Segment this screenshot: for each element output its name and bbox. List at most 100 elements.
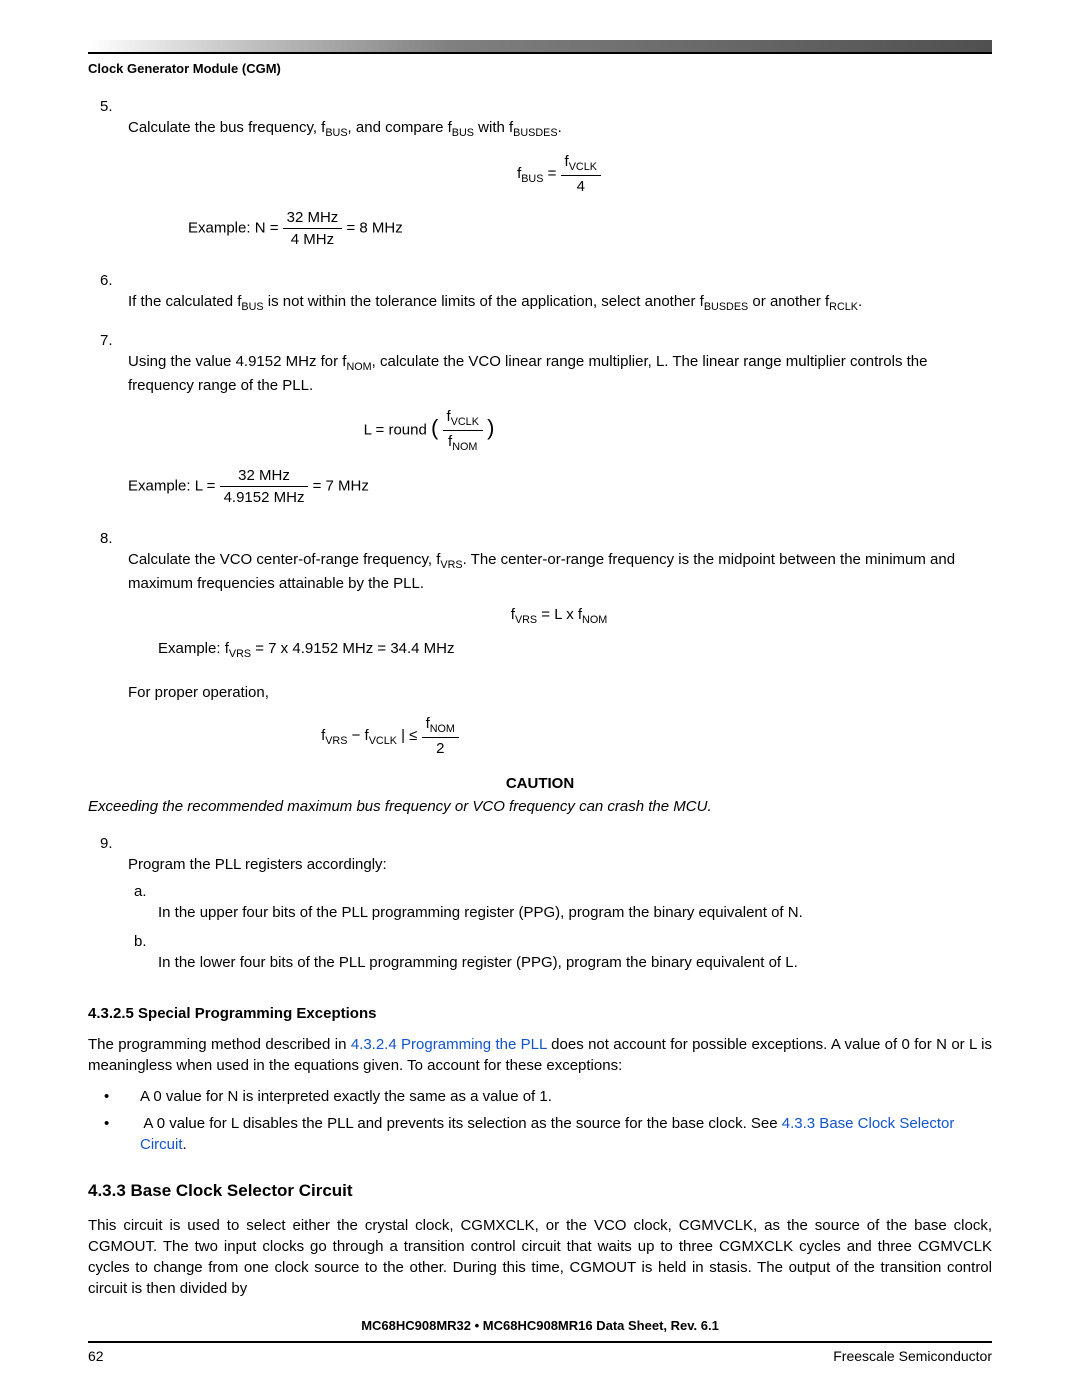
fraction: fVCLK fNOM <box>443 406 483 455</box>
bullets-4325: A 0 value for N is interpreted exactly t… <box>88 1086 992 1155</box>
t: is not within the tolerance limits of th… <box>264 293 704 310</box>
step-number: 6. <box>100 270 128 291</box>
sub-b: b. In the lower four bits of the PLL pro… <box>158 931 990 973</box>
sub: BUS <box>325 127 347 139</box>
numbered-steps-cont: 9. Program the PLL registers accordingly… <box>88 833 992 981</box>
t: L = round <box>364 421 427 438</box>
step-9: 9. Program the PLL registers accordingly… <box>128 833 992 981</box>
t: = L x f <box>537 606 582 623</box>
step-8: 8. Calculate the VCO center-of-range fre… <box>128 528 992 668</box>
sub-num: b. <box>134 931 158 952</box>
t: Calculate the VCO center-of-range freque… <box>128 551 440 568</box>
t: = 7 MHz <box>313 477 369 494</box>
t: = 7 x 4.9152 MHz = 34.4 MHz <box>251 640 454 657</box>
step-body: Program the PLL registers accordingly: a… <box>128 854 990 981</box>
page-section-header: Clock Generator Module (CGM) <box>88 60 992 78</box>
t: − f <box>347 727 368 744</box>
sub: VCLK <box>451 416 479 428</box>
sub-num: a. <box>134 881 158 902</box>
step-number: 9. <box>100 833 128 854</box>
step-body: If the calculated fBUS is not within the… <box>128 291 990 315</box>
sub: BUSDES <box>513 127 557 139</box>
t: Example: N = <box>188 220 283 237</box>
example-n: Example: N = 32 MHz 4 MHz = 8 MHz <box>188 207 990 250</box>
t: 4.9152 MHz <box>220 486 309 508</box>
sub: RCLK <box>829 301 858 313</box>
xref-4324[interactable]: 4.3.2.4 Programming the PLL <box>351 1036 547 1053</box>
proper-operation-label: For proper operation, <box>128 682 992 703</box>
step-body: Using the value 4.9152 MHz for fNOM, cal… <box>128 351 990 514</box>
t: with f <box>474 119 513 136</box>
t: = 8 MHz <box>346 220 402 237</box>
company-name: Freescale Semiconductor <box>833 1347 992 1367</box>
t: . <box>183 1136 187 1153</box>
equation-fvrs: fVRS = L x fNOM <box>128 604 990 628</box>
example-fvrs: Example: fVRS = 7 x 4.9152 MHz = 34.4 MH… <box>158 638 990 662</box>
numbered-steps: 5. Calculate the bus frequency, fBUS, an… <box>88 96 992 668</box>
bullet-item: A 0 value for N is interpreted exactly t… <box>140 1086 992 1107</box>
sub: BUS <box>521 173 543 185</box>
example-l: Example: L = 32 MHz 4.9152 MHz = 7 MHz <box>128 465 990 508</box>
sub: NOM <box>452 441 477 453</box>
t: 32 MHz <box>283 207 343 228</box>
sub: BUSDES <box>704 301 748 313</box>
t: If the calculated f <box>128 293 241 310</box>
caution-label: CAUTION <box>88 773 992 794</box>
t: Calculate the bus frequency, f <box>128 119 325 136</box>
step-body: Calculate the bus frequency, fBUS, and c… <box>128 117 990 256</box>
t: . <box>558 119 562 136</box>
caution-text: Exceeding the recommended maximum bus fr… <box>88 796 992 817</box>
t: In the lower four bits of the PLL progra… <box>158 952 988 973</box>
paren: ) <box>487 415 494 440</box>
para-4325: The programming method described in 4.3.… <box>88 1034 992 1076</box>
t: . <box>858 293 862 310</box>
fraction: 32 MHz 4.9152 MHz <box>220 465 309 508</box>
paren: ( <box>431 415 438 440</box>
t: 2 <box>422 737 459 759</box>
doc-title: MC68HC908MR32 • MC68HC908MR16 Data Sheet… <box>88 1317 992 1335</box>
t: 4 MHz <box>283 228 343 250</box>
step-body: Calculate the VCO center-of-range freque… <box>128 549 990 668</box>
t: , and compare f <box>348 119 452 136</box>
sub-a: a. In the upper four bits of the PLL pro… <box>158 881 990 923</box>
sub-list: a. In the upper four bits of the PLL pro… <box>128 881 990 973</box>
step-6: 6. If the calculated fBUS is not within … <box>128 270 992 315</box>
sub: NOM <box>582 614 607 626</box>
sub: VCLK <box>569 161 597 173</box>
fraction: fNOM 2 <box>422 713 459 759</box>
t: = <box>543 165 560 182</box>
para-433: This circuit is used to select either th… <box>88 1215 992 1299</box>
t: 32 MHz <box>220 465 309 486</box>
page-footer: MC68HC908MR32 • MC68HC908MR16 Data Sheet… <box>88 1317 992 1367</box>
step-number: 5. <box>100 96 128 117</box>
t: Example: f <box>158 640 229 657</box>
sub: VRS <box>229 648 251 660</box>
inequality: fVRS − fVCLK | ≤ fNOM 2 <box>88 713 992 759</box>
t: Using the value 4.9152 MHz for f <box>128 353 346 370</box>
equation-l: L = round ( fVCLK fNOM ) <box>128 406 990 455</box>
step-5: 5. Calculate the bus frequency, fBUS, an… <box>128 96 992 256</box>
step-7: 7. Using the value 4.9152 MHz for fNOM, … <box>128 330 992 514</box>
t: A 0 value for L disables the PLL and pre… <box>143 1115 781 1132</box>
step-number: 8. <box>100 528 128 549</box>
sub: VRS <box>325 735 347 747</box>
sub: NOM <box>430 723 455 735</box>
t: 4 <box>561 175 601 197</box>
t: Example: L = <box>128 477 220 494</box>
sub: NOM <box>346 361 371 373</box>
heading-433: 4.3.3 Base Clock Selector Circuit <box>88 1179 992 1203</box>
sub: BUS <box>241 301 263 313</box>
equation-fbus: fBUS = fVCLK 4 <box>128 151 990 197</box>
page-number: 62 <box>88 1347 104 1367</box>
step-number: 7. <box>100 330 128 351</box>
t: or another f <box>748 293 829 310</box>
sub: BUS <box>452 127 474 139</box>
footer-rule <box>88 1341 992 1343</box>
t: Program the PLL registers accordingly: <box>128 856 387 873</box>
t: | ≤ <box>397 727 417 744</box>
t: In the upper four bits of the PLL progra… <box>158 902 988 923</box>
heading-4325: 4.3.2.5 Special Programming Exceptions <box>88 1003 992 1024</box>
sub: VRS <box>440 559 462 571</box>
top-rule <box>88 40 992 54</box>
sub: VRS <box>515 614 537 626</box>
